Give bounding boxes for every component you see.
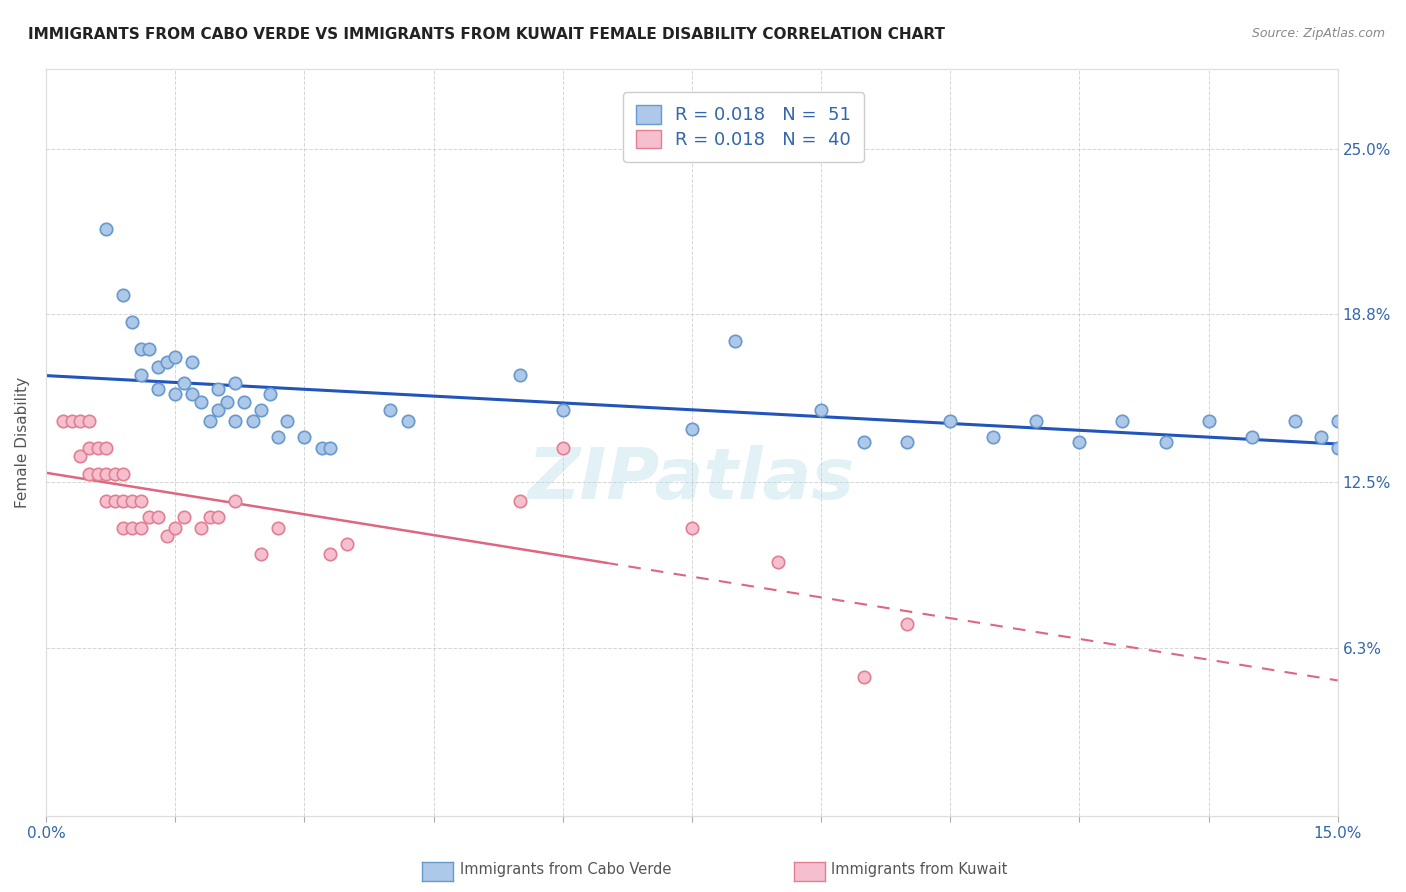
Point [939, 414, 962, 428]
Point [1326, 414, 1348, 428]
Point [896, 435, 918, 450]
Text: ZIPatlas: ZIPatlas [529, 445, 856, 514]
Point [207, 382, 229, 396]
Point [146, 510, 169, 524]
Point [681, 422, 703, 436]
Point [233, 395, 256, 409]
Point [250, 547, 273, 561]
Point [396, 414, 419, 428]
Point [138, 342, 160, 356]
Point [198, 414, 221, 428]
Point [259, 387, 281, 401]
Point [104, 467, 127, 482]
Point [86, 441, 108, 455]
Point [129, 342, 152, 356]
Point [96, 494, 118, 508]
Point [121, 521, 143, 535]
Point [181, 355, 204, 369]
Point [207, 510, 229, 524]
Point [155, 528, 177, 542]
Point [77, 414, 100, 428]
Point [1240, 430, 1263, 444]
Point [190, 395, 212, 409]
Point [165, 521, 187, 535]
Point [104, 494, 127, 508]
Point [509, 368, 531, 383]
Point [112, 288, 135, 302]
Point [250, 403, 273, 417]
Text: Source: ZipAtlas.com: Source: ZipAtlas.com [1251, 27, 1385, 40]
Point [207, 403, 229, 417]
Point [138, 510, 160, 524]
Point [96, 441, 118, 455]
Point [1069, 435, 1091, 450]
Point [681, 521, 703, 535]
Point [1198, 414, 1220, 428]
Point [146, 360, 169, 375]
Point [267, 430, 290, 444]
Point [551, 441, 574, 455]
Point [311, 441, 333, 455]
Point [1111, 414, 1133, 428]
Point [509, 494, 531, 508]
Y-axis label: Female Disability: Female Disability [15, 376, 30, 508]
Point [336, 536, 359, 550]
Point [112, 521, 135, 535]
Point [1154, 435, 1177, 450]
Point [319, 441, 342, 455]
Point [60, 414, 83, 428]
Point [276, 414, 298, 428]
Point [77, 467, 100, 482]
Text: Immigrants from Kuwait: Immigrants from Kuwait [831, 863, 1007, 877]
Point [173, 510, 195, 524]
Point [724, 334, 747, 348]
Text: IMMIGRANTS FROM CABO VERDE VS IMMIGRANTS FROM KUWAIT FEMALE DISABILITY CORRELATI: IMMIGRANTS FROM CABO VERDE VS IMMIGRANTS… [28, 27, 945, 42]
Point [319, 547, 342, 561]
Point [86, 467, 108, 482]
Point [896, 616, 918, 631]
Point [155, 355, 177, 369]
Point [380, 403, 402, 417]
Point [96, 467, 118, 482]
Point [1025, 414, 1047, 428]
Point [121, 494, 143, 508]
Point [551, 403, 574, 417]
Point [181, 387, 204, 401]
Point [224, 494, 246, 508]
Point [224, 376, 246, 391]
Text: Immigrants from Cabo Verde: Immigrants from Cabo Verde [460, 863, 671, 877]
Point [766, 555, 789, 569]
Point [112, 467, 135, 482]
Point [146, 382, 169, 396]
Legend: R = 0.018   N =  51, R = 0.018   N =  40: R = 0.018 N = 51, R = 0.018 N = 40 [623, 93, 863, 161]
Point [242, 414, 264, 428]
Point [224, 414, 246, 428]
Point [292, 430, 315, 444]
Point [810, 403, 832, 417]
Point [121, 315, 143, 329]
Point [112, 494, 135, 508]
Point [1326, 441, 1348, 455]
Point [173, 376, 195, 391]
Point [69, 414, 91, 428]
Point [129, 521, 152, 535]
Point [129, 368, 152, 383]
Point [96, 221, 118, 235]
Point [215, 395, 238, 409]
Point [190, 521, 212, 535]
Point [198, 510, 221, 524]
Point [853, 670, 876, 684]
Point [981, 430, 1004, 444]
Point [1309, 430, 1331, 444]
Point [165, 387, 187, 401]
Point [853, 435, 876, 450]
Point [165, 350, 187, 364]
Point [69, 449, 91, 463]
Point [267, 521, 290, 535]
Point [77, 441, 100, 455]
Point [129, 494, 152, 508]
Point [1284, 414, 1306, 428]
Point [52, 414, 75, 428]
